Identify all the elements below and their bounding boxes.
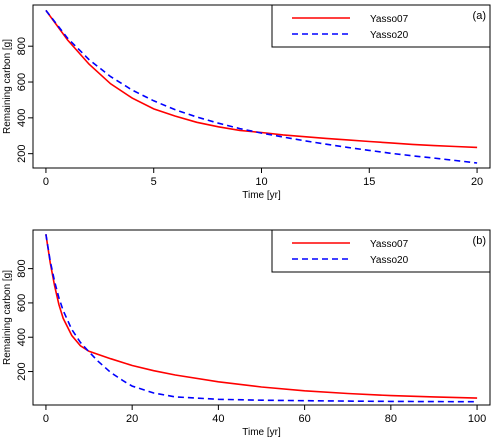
x-tick-label: 10 (255, 176, 267, 188)
y-tick-label: 200 (16, 362, 28, 380)
x-tick-label: 20 (126, 413, 138, 425)
x-tick-label: 60 (298, 413, 310, 425)
y-tick-label: 400 (16, 109, 28, 127)
chart-panel-2: 0 20 40 60 80 100 200 400 600 800 Time [yr] Remaini… (2, 229, 491, 438)
series-line-yasso20 (45, 9, 478, 164)
panel-label: (b) (473, 235, 486, 247)
x-tick-label: 5 (151, 176, 157, 188)
legend-box (271, 4, 491, 48)
y-tick-label: 800 (16, 259, 28, 277)
plot-frame (32, 229, 491, 406)
chart-panel-1: 0 5 10 15 20 200 400 600 800 Time [yr] Remaining c… (2, 4, 491, 201)
series-line-yasso07 (45, 234, 478, 399)
y-tick-label: 800 (16, 37, 28, 55)
legend-box (271, 229, 491, 273)
x-tick-label: 0 (43, 176, 49, 188)
x-tick-label: 15 (363, 176, 375, 188)
legend: Yasso07 Yasso20 (271, 4, 491, 48)
x-axis-label: Time [yr] (242, 190, 281, 201)
x-tick-label: 0 (43, 413, 49, 425)
x-tick-label: 20 (471, 176, 483, 188)
y-axis-label: Remaining carbon [g] (2, 270, 13, 365)
y-axis-label: Remaining carbon [g] (2, 39, 13, 134)
series-line-yasso20 (45, 234, 478, 403)
panel-label: (a) (473, 10, 486, 22)
y-tick-label: 600 (16, 294, 28, 312)
legend: Yasso07 Yasso20 (271, 229, 491, 273)
legend-label: Yasso07 (370, 14, 409, 25)
x-tick-label: 40 (212, 413, 224, 425)
legend-label: Yasso20 (370, 30, 409, 41)
x-axis-label: Time [yr] (242, 427, 281, 438)
x-tick-label: 80 (385, 413, 397, 425)
y-tick-label: 400 (16, 328, 28, 346)
legend-label: Yasso07 (370, 239, 409, 250)
y-tick-label: 600 (16, 73, 28, 91)
x-tick-label: 100 (468, 413, 486, 425)
y-tick-label: 200 (16, 144, 28, 162)
legend-label: Yasso20 (370, 255, 409, 266)
